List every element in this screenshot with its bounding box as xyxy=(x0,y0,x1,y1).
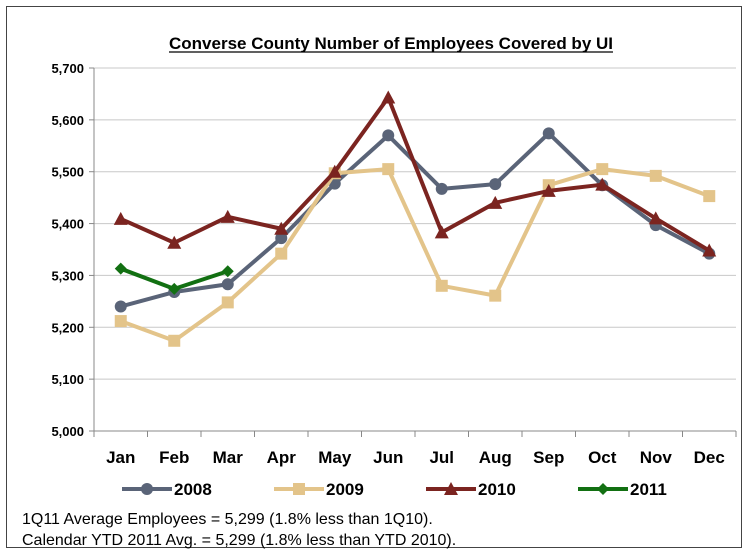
x-tick-label-nov: Nov xyxy=(640,448,673,467)
y-tick-label: 5,500 xyxy=(51,165,84,180)
point-2008-jun xyxy=(382,129,395,142)
y-tick-label: 5,200 xyxy=(51,320,84,335)
point-2009-jun xyxy=(382,163,395,176)
point-2011-feb xyxy=(168,282,181,295)
legend-item-2008: 2008 xyxy=(122,480,212,499)
point-2009-apr xyxy=(275,247,288,260)
legend-marker-2009 xyxy=(293,483,305,495)
chart-frame xyxy=(6,6,742,548)
legend-item-2009: 2009 xyxy=(274,480,364,499)
point-2010-sep xyxy=(541,183,556,197)
x-axis: Jan Feb Mar Apr May Jun Jul Aug Sep Oct Nov Dec xyxy=(93,430,737,467)
y-tick-label: 5,700 xyxy=(51,61,84,76)
point-2010-oct xyxy=(595,177,610,191)
point-2011-jan xyxy=(114,262,127,275)
point-2009-nov xyxy=(649,169,662,182)
x-tick-label-jan: Jan xyxy=(106,448,135,467)
point-2008-aug xyxy=(489,178,502,191)
note-ytd-average: Calendar YTD 2011 Avg. = 5,299 (1.8% les… xyxy=(22,532,457,549)
x-tick-label-aug: Aug xyxy=(479,448,512,467)
point-2010-apr xyxy=(274,221,289,235)
point-2009-dec xyxy=(703,190,716,203)
y-tick-label: 5,600 xyxy=(51,113,84,128)
chart-title: Converse County Number of Employees Cove… xyxy=(169,34,613,53)
x-tick-label-oct: Oct xyxy=(588,448,617,467)
point-2010-mar xyxy=(220,209,235,223)
legend-marker-2011 xyxy=(597,483,609,495)
x-tick-label-sep: Sep xyxy=(533,448,564,467)
point-2008-jul xyxy=(435,182,448,195)
point-2008-apr xyxy=(275,232,288,245)
gridlines xyxy=(94,67,736,380)
y-tick-label: 5,100 xyxy=(51,372,84,387)
series-2008 xyxy=(114,127,716,313)
x-tick-label-dec: Dec xyxy=(694,448,725,467)
legend-marker-2008 xyxy=(141,483,153,495)
point-2010-feb xyxy=(167,235,182,249)
point-2010-nov xyxy=(648,211,663,225)
note-1q11-average: 1Q11 Average Employees = 5,299 (1.8% les… xyxy=(22,511,433,528)
point-2009-aug xyxy=(489,289,502,302)
legend-label-2011: 2011 xyxy=(630,480,667,499)
point-2008-mar xyxy=(221,278,234,291)
series-line-2010 xyxy=(119,95,711,253)
point-2011-mar xyxy=(221,265,234,278)
point-2009-jul xyxy=(435,279,448,292)
point-2010-aug xyxy=(488,195,503,209)
legend: 2008 2009 2010 2011 xyxy=(122,480,667,499)
point-2008-jan xyxy=(114,300,127,313)
point-2009-jan xyxy=(114,315,127,328)
series-2011 xyxy=(114,262,234,295)
point-2010-jul xyxy=(434,225,449,239)
series-2010 xyxy=(113,90,717,257)
legend-label-2010: 2010 xyxy=(478,480,516,499)
legend-item-2010: 2010 xyxy=(426,480,516,499)
series-2009 xyxy=(114,163,716,347)
point-2010-may xyxy=(327,164,342,178)
x-tick-label-feb: Feb xyxy=(159,448,189,467)
point-2008-sep xyxy=(542,127,555,140)
series-line-2009 xyxy=(120,167,710,343)
legend-label-2008: 2008 xyxy=(174,480,212,499)
point-2009-feb xyxy=(168,334,181,347)
point-2010-dec xyxy=(702,243,717,257)
x-tick-label-apr: Apr xyxy=(267,448,297,467)
y-tick-label: 5,000 xyxy=(51,424,84,439)
legend-marker-2010 xyxy=(444,482,458,495)
legend-label-2009: 2009 xyxy=(326,480,364,499)
point-2009-mar xyxy=(221,296,234,309)
point-2009-oct xyxy=(596,163,609,176)
y-axis: 5,000 5,100 5,200 5,300 5,400 5,500 5,600 5,700 xyxy=(51,61,95,439)
series-line-2008 xyxy=(120,131,711,309)
point-2010-jun xyxy=(381,90,396,104)
legend-item-2011: 2011 xyxy=(578,480,667,499)
y-tick-label: 5,400 xyxy=(51,217,84,232)
x-tick-label-jun: Jun xyxy=(373,448,403,467)
series-layer xyxy=(113,90,717,347)
x-tick-label-may: May xyxy=(318,448,352,467)
y-tick-label: 5,300 xyxy=(51,268,84,283)
point-2010-jan xyxy=(113,211,128,225)
x-tick-label-jul: Jul xyxy=(429,448,454,467)
x-tick-label-mar: Mar xyxy=(213,448,244,467)
